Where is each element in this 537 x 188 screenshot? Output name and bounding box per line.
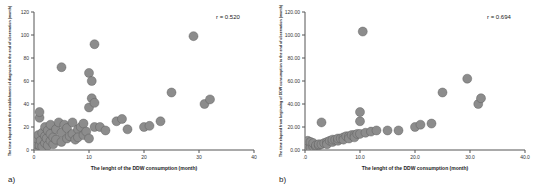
html-text:a): a) [8,175,16,184]
svg-text:20.00: 20.00 [287,124,300,130]
svg-text:The time elapsed from beginnin: The time elapsed from beginning of DDW c… [279,4,283,157]
svg-text:20.0: 20.0 [410,154,420,160]
svg-text:0.00: 0.00 [290,147,300,153]
html-text:b): b) [279,175,287,184]
html-text:r = 0.520: r = 0.520 [216,14,240,20]
html-text:r = 0.694: r = 0.694 [487,14,511,20]
svg-text:40.00: 40.00 [287,101,300,107]
svg-text:60.00: 60.00 [287,78,300,84]
svg-text:80.00: 80.00 [287,55,300,61]
svg-text:10.0: 10.0 [355,154,365,160]
svg-text:40: 40 [23,101,29,107]
svg-text:80: 80 [23,55,29,61]
svg-text:100.00: 100.00 [285,32,301,38]
svg-text:120: 120 [21,9,30,15]
svg-text:The lenght of the DDW consumpt: The lenght of the DDW consumption (month… [91,165,198,171]
svg-text:100: 100 [21,32,30,38]
svg-text:20: 20 [23,124,29,130]
svg-text:20: 20 [141,154,147,160]
svg-text:60: 60 [23,78,29,84]
svg-text:30: 30 [196,154,202,160]
svg-text:0: 0 [33,154,36,160]
svg-text:40: 40 [251,154,257,160]
svg-text:0: 0 [26,147,29,153]
svg-text:10: 10 [86,154,92,160]
svg-text:30.0: 30.0 [465,154,475,160]
svg-text:40.0: 40.0 [520,154,529,160]
svg-text:The time elapsed from the esta: The time elapsed from the establishment … [8,5,12,156]
svg-text:The lenght of the DDW consumpt: The lenght of the DDW consumption (month… [362,165,469,171]
svg-text:120.00: 120.00 [285,9,301,15]
svg-text:.0: .0 [303,154,307,160]
